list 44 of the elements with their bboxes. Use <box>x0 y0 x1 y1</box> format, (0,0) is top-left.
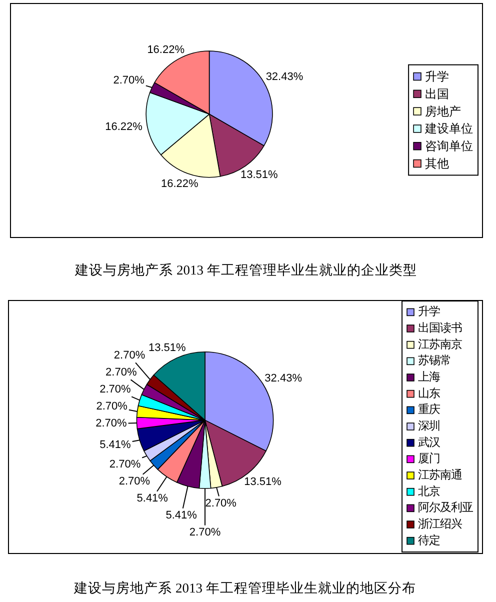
legend-label: 深圳 <box>418 420 440 432</box>
data-label: 5.41% <box>100 438 132 451</box>
legend-label: 厦门 <box>418 452 440 466</box>
legend-label: 北京 <box>418 484 440 498</box>
data-label: 2.70% <box>205 497 237 510</box>
data-label: 16.22% <box>160 178 198 190</box>
data-label: 32.43% <box>266 71 304 84</box>
legend-label: 武汉 <box>418 436 440 449</box>
legend-label: 房地产 <box>425 104 461 118</box>
legend-label: 江苏南通 <box>418 468 462 482</box>
data-label: 2.70% <box>96 400 128 413</box>
data-label: 2.70% <box>113 74 145 87</box>
legend-label: 升学 <box>425 70 449 84</box>
data-label: 13.51% <box>148 342 186 354</box>
title: 建设与房地产系 2013 年工程管理毕业生就业的地区分布 <box>74 580 416 596</box>
legend-label: 咨询单位 <box>425 139 473 154</box>
data-label: 5.41% <box>136 492 168 504</box>
legend-label: 待定 <box>418 534 440 547</box>
data-label: 16.22% <box>147 44 185 56</box>
legend-label: 上海 <box>418 370 440 384</box>
legend-label: 建设单位 <box>424 122 473 136</box>
data-label: 2.70% <box>189 526 221 538</box>
data-label: 2.70% <box>100 384 132 396</box>
data-label: 16.22% <box>105 121 143 134</box>
legend-label: 山东 <box>418 386 440 400</box>
data-label: 13.51% <box>240 168 278 181</box>
title: 建设与房地产系 2013 年工程管理毕业生就业的企业类型 <box>75 262 417 278</box>
legend-label: 重庆 <box>418 403 440 416</box>
data-label: 2.70% <box>118 475 150 488</box>
legend-label: 升学 <box>418 305 440 318</box>
legend-label: 出国 <box>425 86 449 101</box>
data-label: 2.70% <box>106 366 137 379</box>
data-label: 32.43% <box>264 372 302 385</box>
legend-label: 苏锡常 <box>418 354 451 368</box>
data-label: 13.51% <box>244 476 282 488</box>
legend-label: 阿尔及利亚 <box>418 501 473 514</box>
data-label: 5.41% <box>166 509 198 522</box>
legend-label: 江苏南京 <box>418 338 462 351</box>
data-label: 2.70% <box>109 458 141 470</box>
data-label: 2.70% <box>114 350 146 362</box>
data-label: 2.70% <box>96 418 127 430</box>
legend-label: 浙江绍兴 <box>418 518 462 530</box>
legend-label: 出国读书 <box>418 322 462 334</box>
legend-label: 其他 <box>425 156 449 170</box>
